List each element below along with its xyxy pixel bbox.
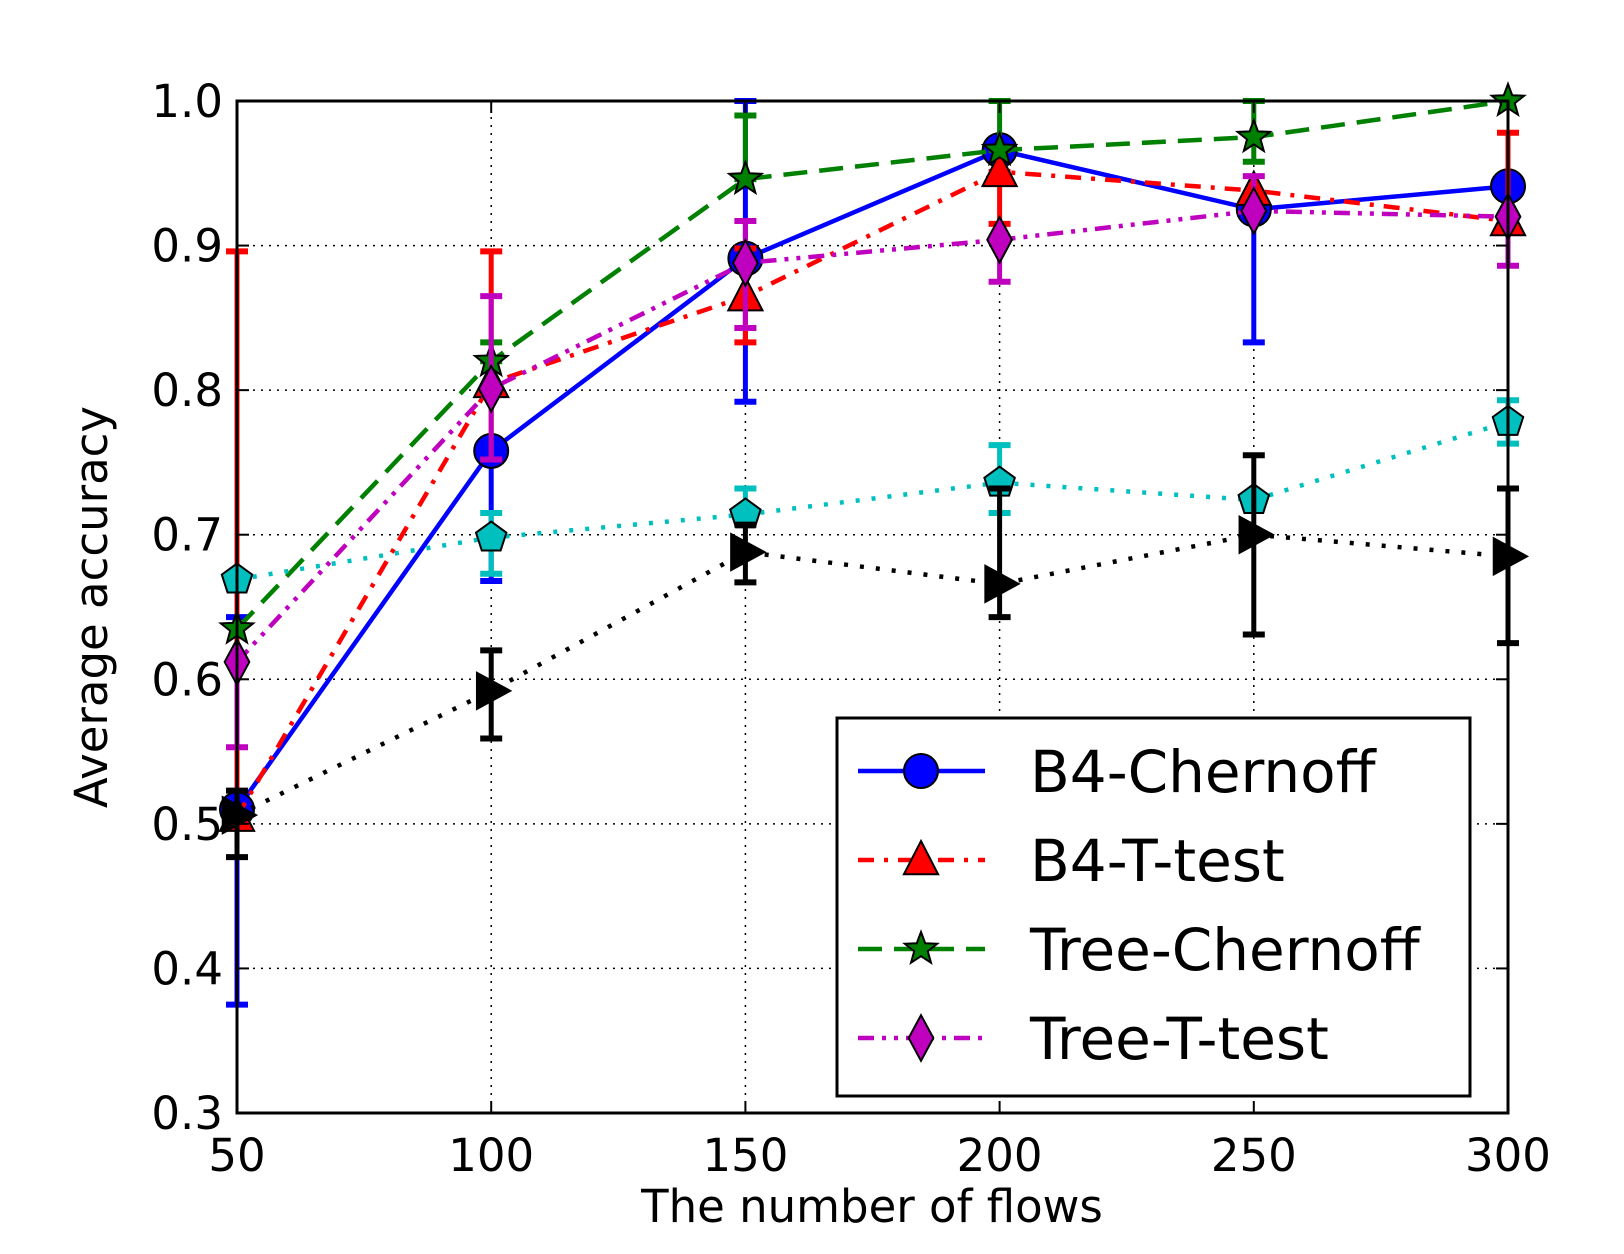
- data-point: [475, 671, 513, 711]
- legend-label: Tree-Chernoff: [1029, 916, 1422, 984]
- data-point: [1234, 117, 1273, 154]
- legend-marker: [902, 929, 940, 966]
- data-point: [980, 150, 1019, 188]
- x-tick-label: 150: [702, 1129, 788, 1182]
- legend-marker: [902, 838, 940, 876]
- data-point: [1238, 514, 1275, 555]
- y-tick-label: 1.0: [151, 75, 223, 128]
- legend: B4-Chernoff B4-T-test Tree-Chernoff Tree-T-…: [835, 716, 1472, 1098]
- y-tick-label: 0.8: [151, 364, 223, 417]
- data-point: [474, 520, 508, 552]
- data-point: [980, 130, 1019, 167]
- y-tick-label: 0.5: [151, 798, 223, 851]
- y-tick-label: 0.4: [151, 942, 223, 995]
- legend-label: B4-T-test: [1030, 827, 1285, 895]
- y-tick-label: 0.3: [151, 1087, 223, 1140]
- series-line: [235, 208, 1509, 664]
- series-line: [235, 147, 1509, 811]
- data-point: [1492, 536, 1530, 577]
- legend-box: [835, 716, 1472, 1098]
- data-point: [1240, 185, 1268, 236]
- legend-label: Tree-T-test: [1029, 1005, 1329, 1073]
- data-point: [984, 564, 1021, 604]
- series-line: [235, 98, 1509, 631]
- x-tick-label: 250: [1211, 1129, 1297, 1182]
- y-tick-label: 0.7: [151, 509, 223, 562]
- series-3: [223, 173, 1522, 751]
- y-tick-label: 0.6: [151, 653, 223, 706]
- ticks: 50 100 150 200 250 300 0.3 0.4 0.5 0.6 0.7 0.8 0.9 1.…: [151, 75, 1551, 1182]
- x-tick-label: 50: [208, 1129, 265, 1182]
- x-tick-label: 100: [448, 1129, 534, 1182]
- x-axis-label: The number of flows: [640, 1180, 1103, 1233]
- y-axis-label: Average accuracy: [65, 406, 118, 808]
- legend-marker: [907, 1013, 935, 1063]
- data-point: [730, 532, 767, 572]
- legend-marker: [903, 753, 939, 789]
- x-tick-label: 300: [1465, 1129, 1551, 1182]
- data-point: [986, 214, 1014, 265]
- series-line: [236, 419, 1509, 582]
- y-tick-label: 0.9: [151, 220, 223, 273]
- legend-label: B4-Chernoff: [1030, 738, 1378, 806]
- data-point: [477, 363, 505, 414]
- x-tick-label: 200: [957, 1129, 1043, 1182]
- plot-frame: [235, 99, 1510, 1115]
- data-point: [726, 159, 765, 196]
- data-point: [731, 238, 759, 288]
- series-4: [220, 397, 1525, 594]
